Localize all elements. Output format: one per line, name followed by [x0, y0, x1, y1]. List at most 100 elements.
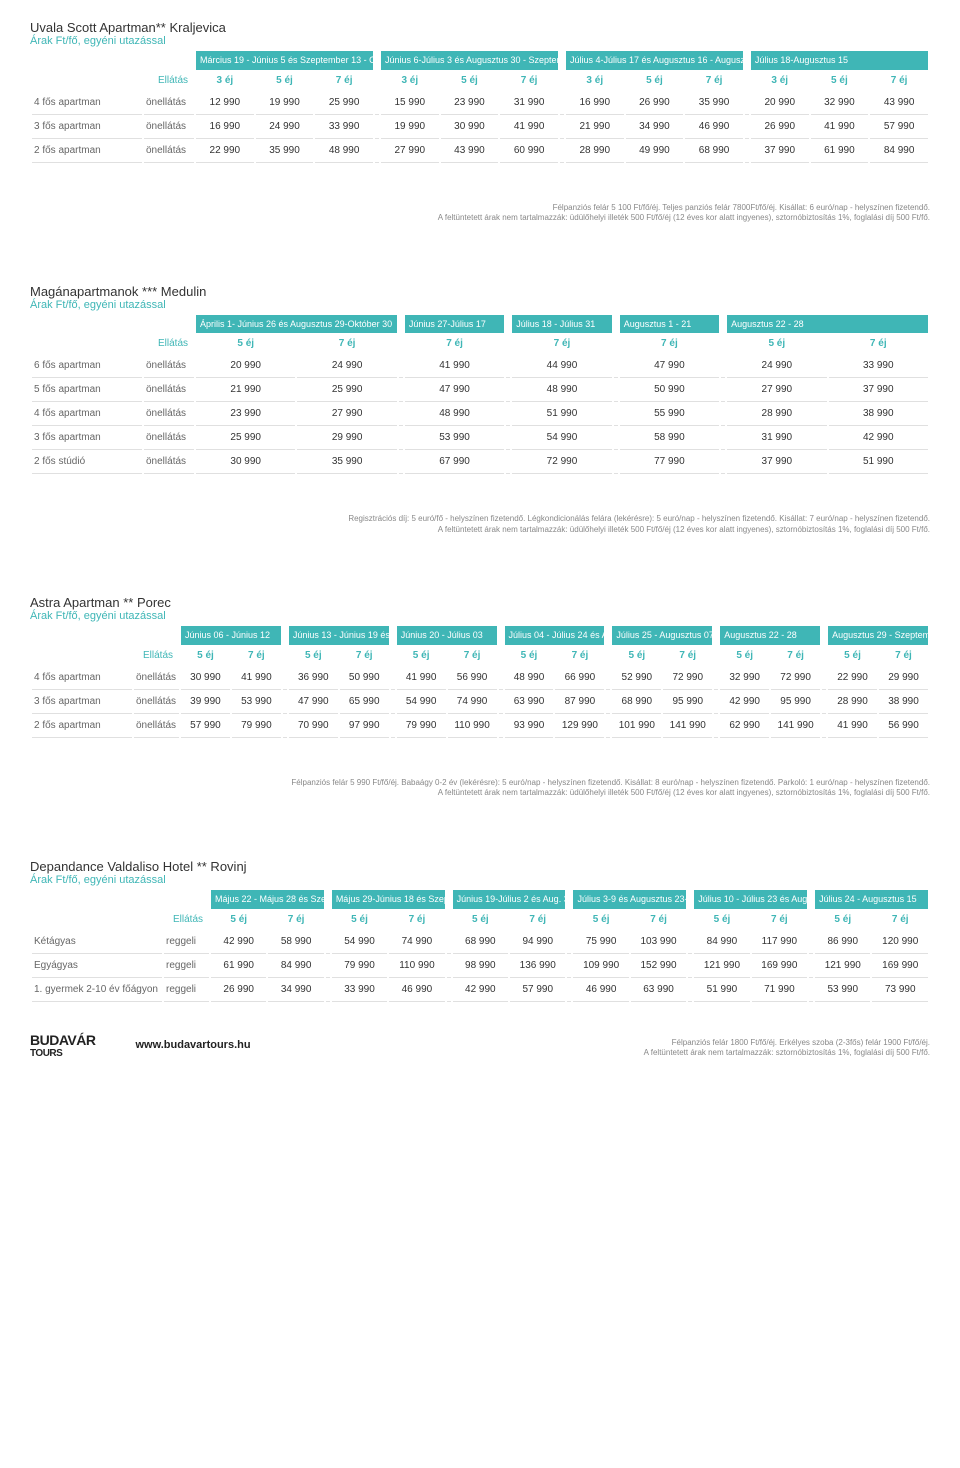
- price-cell: 53 990: [815, 978, 870, 1002]
- row-label: 6 fős apartman: [32, 354, 142, 378]
- price-cell: 50 990: [620, 378, 719, 402]
- price-cell: 152 990: [631, 954, 686, 978]
- price-cell: 74 990: [389, 930, 444, 954]
- price-cell: 47 990: [289, 690, 338, 714]
- table-row: 2 fős apartmanönellátás57 99079 99070 99…: [32, 714, 928, 738]
- price-cell: 35 990: [256, 139, 314, 163]
- price-cell: 57 990: [510, 978, 565, 1002]
- price-cell: 68 990: [612, 690, 661, 714]
- price-cell: 109 990: [573, 954, 628, 978]
- period-header: Augusztus 29 - Szeptember 05: [828, 626, 928, 645]
- price-cell: 58 990: [268, 930, 323, 954]
- nights-row: Ellátás 5 éj7 éj 5 éj7 éj 5 éj7 éj 5 éj7…: [32, 645, 928, 666]
- period-header: Július 25 - Augusztus 07: [612, 626, 712, 645]
- price-cell: 70 990: [289, 714, 338, 738]
- price-cell: 37 990: [829, 378, 928, 402]
- period-header: Június 27-Július 17: [405, 315, 504, 334]
- meal-type: önellátás: [144, 450, 194, 474]
- logo: BUDAVÁR TOURS: [30, 1032, 95, 1059]
- price-cell: 79 990: [332, 954, 387, 978]
- price-cell: 32 990: [811, 91, 869, 115]
- row-label: 2 fős stúdió: [32, 450, 142, 474]
- price-cell: 25 990: [196, 426, 295, 450]
- price-cell: 30 990: [181, 666, 230, 690]
- price-cell: 79 990: [397, 714, 446, 738]
- block-title: Magánapartmanok *** Medulin: [30, 284, 930, 299]
- price-cell: 84 990: [268, 954, 323, 978]
- nights-row: Ellátás 5 éj7 éj 5 éj7 éj 5 éj7 éj 5 éj7…: [32, 909, 928, 930]
- price-cell: 66 990: [555, 666, 604, 690]
- price-cell: 35 990: [685, 91, 743, 115]
- block-subtitle: Árak Ft/fő, egyéni utazással: [30, 874, 930, 886]
- price-cell: 36 990: [289, 666, 338, 690]
- price-cell: 84 990: [870, 139, 928, 163]
- price-cell: 41 990: [500, 115, 558, 139]
- block-title: Depandance Valdaliso Hotel ** Rovinj: [30, 859, 930, 874]
- row-label: 4 fős apartman: [32, 402, 142, 426]
- meal-type: reggeli: [164, 954, 209, 978]
- price-cell: 103 990: [631, 930, 686, 954]
- period-row: Március 19 - Június 5 és Szeptember 13 -…: [32, 51, 928, 70]
- price-cell: 62 990: [720, 714, 769, 738]
- period-header: Augusztus 1 - 21: [620, 315, 719, 334]
- period-header: Március 19 - Június 5 és Szeptember 13 -…: [196, 51, 373, 70]
- price-cell: 129 990: [555, 714, 604, 738]
- price-cell: 43 990: [441, 139, 499, 163]
- price-cell: 101 990: [612, 714, 661, 738]
- price-cell: 26 990: [211, 978, 266, 1002]
- price-cell: 26 990: [626, 91, 684, 115]
- period-header: Június 6-Július 3 és Augusztus 30 - Szep…: [381, 51, 558, 70]
- price-cell: 38 990: [829, 402, 928, 426]
- block-subtitle: Árak Ft/fő, egyéni utazással: [30, 610, 930, 622]
- row-label: 2 fős apartman: [32, 714, 132, 738]
- price-cell: 77 990: [620, 450, 719, 474]
- price-cell: 33 990: [315, 115, 373, 139]
- price-cell: 42 990: [453, 978, 508, 1002]
- table-row: 2 fős apartmanönellátás22 99035 99048 99…: [32, 139, 928, 163]
- price-cell: 24 990: [297, 354, 396, 378]
- price-cell: 74 990: [448, 690, 497, 714]
- period-header: Augusztus 22 - 28: [720, 626, 820, 645]
- price-cell: 21 990: [196, 378, 295, 402]
- price-cell: 31 990: [500, 91, 558, 115]
- price-cell: 42 990: [720, 690, 769, 714]
- period-header: Július 4-Július 17 és Augusztus 16 - Aug…: [566, 51, 743, 70]
- price-cell: 20 990: [751, 91, 809, 115]
- price-cell: 53 990: [232, 690, 281, 714]
- price-cell: 67 990: [405, 450, 504, 474]
- price-cell: 65 990: [340, 690, 389, 714]
- price-cell: 55 990: [620, 402, 719, 426]
- price-cell: 16 990: [566, 91, 624, 115]
- period-header: Július 18 - Július 31: [512, 315, 611, 334]
- price-block-uvala-scott: Uvala Scott Apartman** Kraljevica Árak F…: [30, 20, 930, 224]
- price-cell: 12 990: [196, 91, 254, 115]
- meal-type: önellátás: [144, 426, 194, 450]
- meal-type: önellátás: [144, 115, 194, 139]
- price-cell: 94 990: [510, 930, 565, 954]
- price-cell: 68 990: [685, 139, 743, 163]
- price-cell: 141 990: [663, 714, 712, 738]
- row-label: Kétágyas: [32, 930, 162, 954]
- price-cell: 56 990: [879, 714, 928, 738]
- price-cell: 37 990: [751, 139, 809, 163]
- price-cell: 27 990: [727, 378, 826, 402]
- price-cell: 57 990: [181, 714, 230, 738]
- period-header: Április 1- Június 26 és Augusztus 29-Okt…: [196, 315, 397, 334]
- price-cell: 16 990: [196, 115, 254, 139]
- price-cell: 47 990: [620, 354, 719, 378]
- price-cell: 41 990: [828, 714, 877, 738]
- price-cell: 19 990: [381, 115, 439, 139]
- price-cell: 46 990: [389, 978, 444, 1002]
- ellatas-label: Ellátás: [134, 645, 179, 666]
- table-row: Kétágyasreggeli42 99058 99054 99074 9906…: [32, 930, 928, 954]
- meal-type: önellátás: [144, 91, 194, 115]
- period-row: Április 1- Június 26 és Augusztus 29-Okt…: [32, 315, 928, 334]
- ellatas-label: Ellátás: [164, 909, 209, 930]
- nights-row: Ellátás 5 éj7 éj 7 éj 7 éj 7 éj 5 éj7 éj: [32, 333, 928, 354]
- price-cell: 23 990: [441, 91, 499, 115]
- price-cell: 84 990: [694, 930, 749, 954]
- price-cell: 121 990: [815, 954, 870, 978]
- table-row: Egyágyasreggeli61 99084 99079 990110 990…: [32, 954, 928, 978]
- block-title: Uvala Scott Apartman** Kraljevica: [30, 20, 930, 35]
- price-cell: 97 990: [340, 714, 389, 738]
